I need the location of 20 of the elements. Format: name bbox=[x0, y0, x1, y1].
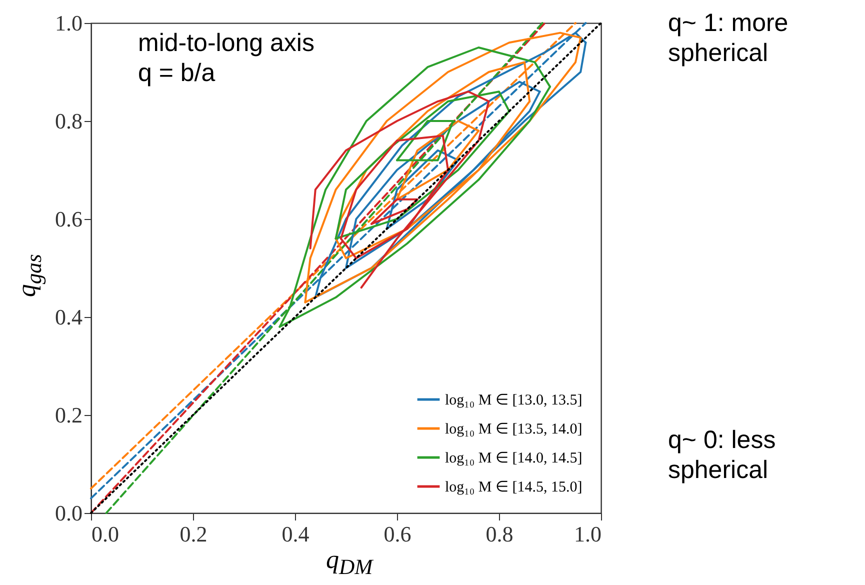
y-tick-label: 0.2 bbox=[55, 402, 82, 428]
annotation: mid-to-long axis q = b/a bbox=[138, 29, 314, 87]
text: q~ 0: less spherical bbox=[668, 426, 776, 484]
y-tick-label: 0.6 bbox=[55, 206, 82, 232]
x-tick-label: 0.6 bbox=[384, 522, 412, 546]
y-tick-label: 1.0 bbox=[55, 10, 82, 36]
legend-label: log₁₀ M ∈ [13.5, 14.0] bbox=[445, 422, 582, 438]
y-tick-label: 0.4 bbox=[55, 304, 82, 330]
legend-label: log₁₀ M ∈ [14.5, 15.0] bbox=[445, 480, 582, 496]
legend-label: log₁₀ M ∈ [13.0, 13.5] bbox=[445, 392, 582, 408]
x-tick-label: 0.4 bbox=[282, 522, 310, 546]
y-tick-label: 0.0 bbox=[55, 500, 82, 526]
x-tick-label: 1.0 bbox=[574, 522, 602, 546]
y-tick-label: 0.8 bbox=[55, 108, 82, 134]
x-axis-title: q$_{DM}$ bbox=[326, 545, 373, 580]
x-tick-label: 0.0 bbox=[92, 522, 119, 546]
x-tick-label: 0.2 bbox=[180, 522, 208, 546]
text: q~ 1: more spherical bbox=[668, 9, 788, 67]
legend-label: log₁₀ M ∈ [14.0, 14.5] bbox=[445, 450, 582, 466]
x-tick-label: 0.8 bbox=[486, 522, 514, 546]
